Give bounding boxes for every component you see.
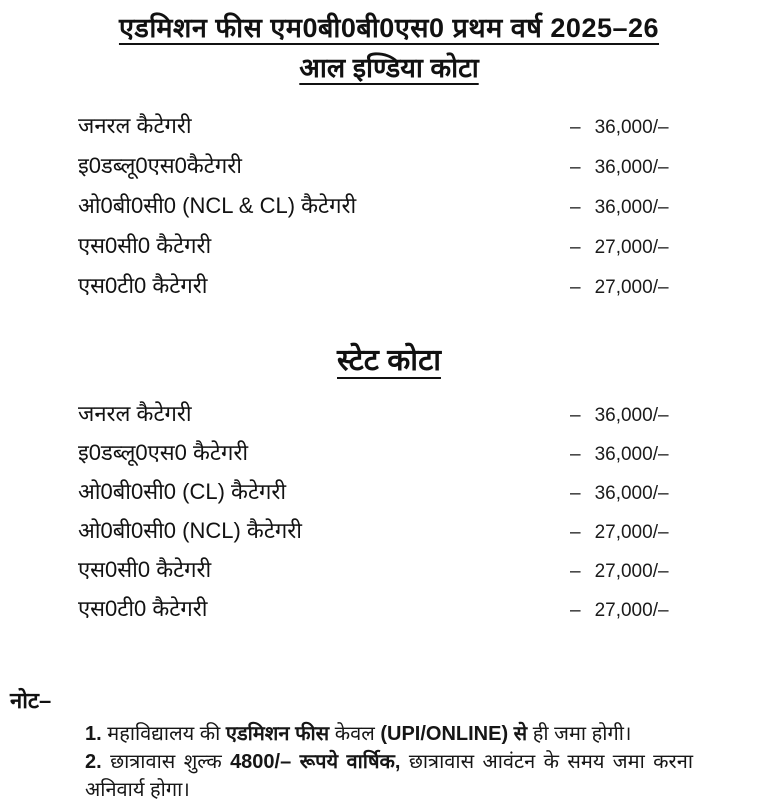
fee-amount: –36,000/– [570,157,690,179]
all-india-fee-list: जनरल कैटेगरी –36,000/– इ0डब्लू0एस0कैटेगर… [0,110,778,310]
amount-dash: – [570,483,581,504]
fee-category-label: एस0टी0 कैटेगरी [78,596,208,621]
fee-amount: –27,000/– [570,237,690,259]
fee-amount: –36,000/– [570,405,690,427]
fee-row: एस0टी0 कैटेगरी –27,000/– [78,270,690,310]
note-item-2: 2. छात्रावास शुल्क 4800/– रूपये वार्षिक,… [85,748,693,804]
amount-dash: – [570,277,581,298]
amount-value: 36,000/– [594,197,669,218]
fee-category-label: जनरल कैटेगरी [78,401,192,426]
amount-dash: – [570,237,581,258]
amount-value: 27,000/– [594,522,669,543]
page-title: एडमिशन फीस एम0बी0बी0एस0 प्रथम वर्ष 2025–… [118,13,660,43]
note-text-bold: एडमिशन फीस [225,723,330,745]
fee-category-label: जनरल कैटेगरी [78,113,192,138]
fee-row: एस0सी0 कैटेगरी –27,000/– [78,554,690,593]
fee-category-label: इ0डब्लू0एस0कैटेगरी [78,153,242,178]
fee-category-label: एस0सी0 कैटेगरी [78,557,212,582]
fee-row: एस0सी0 कैटेगरी –27,000/– [78,230,690,270]
amount-value: 36,000/– [594,405,669,426]
fee-row: इ0डब्लू0एस0कैटेगरी –36,000/– [78,150,690,190]
amount-value: 27,000/– [594,237,669,258]
amount-dash: – [570,600,581,621]
amount-dash: – [570,157,581,178]
note-text: छात्रावास शुल्क [101,751,231,773]
fee-row: जनरल कैटेगरी –36,000/– [78,398,690,437]
fee-row: इ0डब्लू0एस0 कैटेगरी –36,000/– [78,437,690,476]
fee-amount: –36,000/– [570,483,690,505]
amount-value: 36,000/– [594,483,669,504]
fee-category-label: ओ0बी0सी0 (CL) कैटेगरी [78,479,287,504]
fee-category-label: ओ0बी0सी0 (NCL & CL) कैटेगरी [78,193,357,218]
fee-row: ओ0बी0सी0 (CL) कैटेगरी –36,000/– [78,476,690,515]
fee-amount: –36,000/– [570,197,690,219]
fee-category-label: ओ0बी0सी0 (NCL) कैटेगरी [78,518,302,543]
note-text-bold: 4800/– रूपये वार्षिक, [230,751,401,773]
fee-notice-document: एडमिशन फीस एम0बी0बी0एस0 प्रथम वर्ष 2025–… [0,10,778,801]
note-section: नोट– 1. महाविद्यालय की एडमिशन फीस केवल (… [0,688,778,804]
amount-value: 36,000/– [594,157,669,178]
amount-dash: – [570,405,581,426]
note-items: 1. महाविद्यालय की एडमिशन फीस केवल (UPI/O… [85,720,693,804]
all-india-quota-heading: आल इण्डिया कोटा [299,53,479,83]
amount-value: 36,000/– [594,117,669,138]
amount-dash: – [570,117,581,138]
fee-category-label: इ0डब्लू0एस0 कैटेगरी [78,440,249,465]
amount-dash: – [570,444,581,465]
amount-dash: – [570,522,581,543]
amount-value: 27,000/– [594,561,669,582]
fee-amount: –36,000/– [570,444,690,466]
note-item-1: 1. महाविद्यालय की एडमिशन फीस केवल (UPI/O… [85,720,693,748]
amount-dash: – [570,561,581,582]
amount-value: 36,000/– [594,444,669,465]
amount-dash: – [570,197,581,218]
note-heading: नोट– [10,688,52,713]
fee-amount: –36,000/– [570,117,690,139]
fee-row: एस0टी0 कैटेगरी –27,000/– [78,593,690,632]
state-quota-heading: स्टेट कोटा [337,344,441,377]
fee-amount: –27,000/– [570,277,690,299]
fee-amount: –27,000/– [570,600,690,622]
note-item-number: 2. [85,751,102,773]
fee-row: जनरल कैटेगरी –36,000/– [78,110,690,150]
fee-row: ओ0बी0सी0 (NCL & CL) कैटेगरी –36,000/– [78,190,690,230]
fee-amount: –27,000/– [570,561,690,583]
note-item-number: 1. [85,723,102,745]
fee-row: ओ0बी0सी0 (NCL) कैटेगरी –27,000/– [78,515,690,554]
state-fee-list: जनरल कैटेगरी –36,000/– इ0डब्लू0एस0 कैटेग… [0,398,778,632]
note-text: ही जमा होगी। [527,723,632,745]
note-text-bold: (UPI/ONLINE) से [380,723,528,745]
amount-value: 27,000/– [594,600,669,621]
fee-category-label: एस0सी0 कैटेगरी [78,233,212,258]
note-text: केवल [329,723,381,745]
note-text: महाविद्यालय की [101,723,226,745]
fee-amount: –27,000/– [570,522,690,544]
amount-value: 27,000/– [594,277,669,298]
fee-category-label: एस0टी0 कैटेगरी [78,273,208,298]
